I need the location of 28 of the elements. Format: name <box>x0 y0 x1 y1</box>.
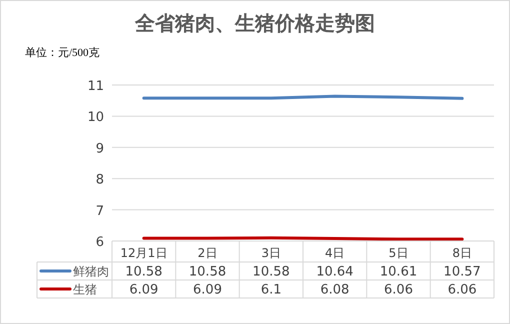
y-tick-label: 9 <box>96 141 104 156</box>
data-label: 6.08 <box>320 282 350 298</box>
data-label: 6.06 <box>448 282 477 298</box>
x-tick-label: 2日 <box>198 246 218 260</box>
data-label: 6.1 <box>260 282 282 298</box>
text: 单位：元/500克 <box>25 46 100 59</box>
y-tick-label: 6 <box>96 235 104 250</box>
data-label: 10.64 <box>316 264 354 280</box>
y-tick-label: 8 <box>96 172 104 188</box>
data-label: 6.06 <box>384 282 413 298</box>
data-label: 10.58 <box>125 264 162 280</box>
legend-label: 鲜猪肉 <box>73 264 109 278</box>
data-label: 6.09 <box>129 282 158 298</box>
x-tick-label: 4日 <box>325 246 345 260</box>
data-label: 10.61 <box>380 264 418 280</box>
data-label: 10.58 <box>188 264 226 280</box>
y-tick-label: 10 <box>87 110 104 126</box>
x-tick-label: 3日 <box>261 246 281 260</box>
data-label: 10.58 <box>252 264 290 280</box>
x-tick-label: 12月1日 <box>120 246 168 260</box>
y-tick-label: 11 <box>87 79 104 94</box>
data-label: 10.57 <box>444 264 481 280</box>
data-label: 6.09 <box>193 282 222 298</box>
legend-label: 生猪 <box>73 282 97 296</box>
y-tick-label: 7 <box>96 204 104 219</box>
x-tick-label: 5日 <box>388 246 408 260</box>
x-tick-label: 8日 <box>452 246 472 260</box>
chart-title: 全省猪肉、生猪价格走势图 <box>134 13 375 35</box>
